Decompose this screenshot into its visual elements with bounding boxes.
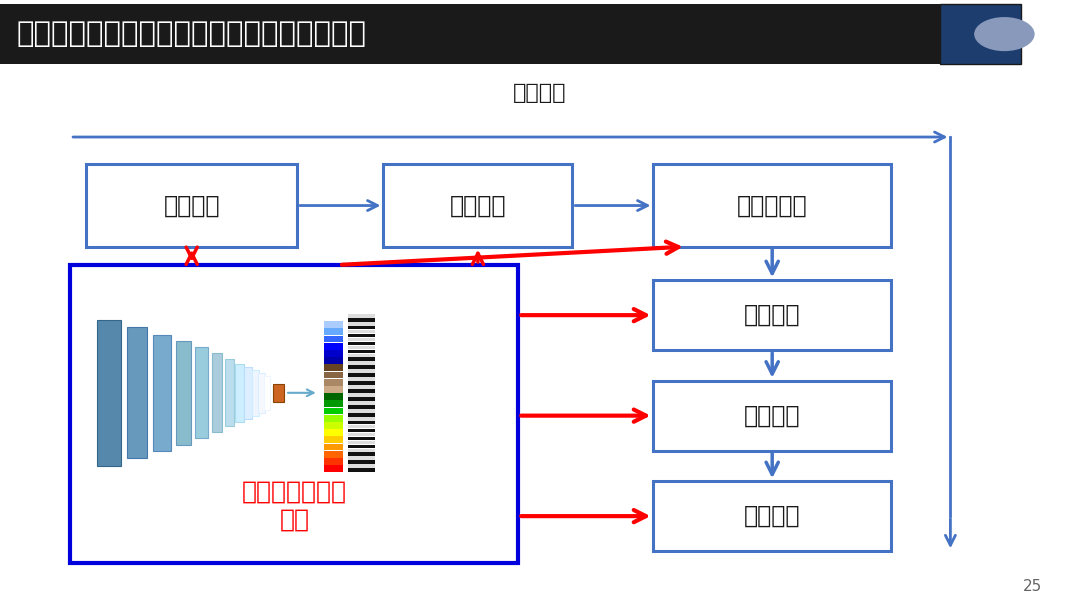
FancyBboxPatch shape [348,452,375,456]
FancyBboxPatch shape [348,342,375,345]
FancyBboxPatch shape [195,347,208,438]
FancyBboxPatch shape [176,341,191,445]
FancyBboxPatch shape [324,386,343,393]
Text: 人工智能与机器
学习: 人工智能与机器 学习 [242,479,347,532]
FancyBboxPatch shape [324,422,343,429]
FancyBboxPatch shape [324,393,343,400]
FancyBboxPatch shape [324,357,343,364]
FancyBboxPatch shape [348,409,375,413]
FancyBboxPatch shape [264,376,270,409]
FancyBboxPatch shape [324,314,343,321]
FancyBboxPatch shape [348,417,375,420]
FancyBboxPatch shape [70,265,518,563]
FancyBboxPatch shape [324,443,343,451]
Text: 25: 25 [1023,579,1042,594]
FancyBboxPatch shape [348,393,375,397]
FancyBboxPatch shape [348,397,375,401]
FancyBboxPatch shape [348,465,375,468]
FancyBboxPatch shape [153,335,171,451]
FancyBboxPatch shape [348,318,375,322]
FancyBboxPatch shape [653,164,891,247]
FancyBboxPatch shape [348,381,375,385]
FancyBboxPatch shape [225,359,234,426]
FancyBboxPatch shape [348,457,375,460]
FancyBboxPatch shape [348,433,375,436]
FancyBboxPatch shape [324,400,343,407]
FancyBboxPatch shape [348,346,375,349]
FancyBboxPatch shape [348,421,375,424]
FancyBboxPatch shape [324,371,343,378]
FancyBboxPatch shape [324,458,343,465]
FancyBboxPatch shape [244,367,252,419]
FancyBboxPatch shape [348,330,375,334]
FancyBboxPatch shape [324,436,343,443]
FancyBboxPatch shape [324,429,343,436]
Text: 地表反射率: 地表反射率 [737,194,808,217]
Text: 参数估计: 参数估计 [744,303,800,327]
FancyBboxPatch shape [324,350,343,357]
Circle shape [974,17,1035,51]
Text: 大气校正: 大气校正 [449,194,507,217]
FancyBboxPatch shape [324,336,343,342]
FancyBboxPatch shape [940,4,1021,64]
Text: 物理模型: 物理模型 [513,83,567,102]
FancyBboxPatch shape [324,328,343,335]
FancyBboxPatch shape [86,164,297,247]
FancyBboxPatch shape [252,370,259,415]
FancyBboxPatch shape [324,379,343,385]
FancyBboxPatch shape [348,445,375,448]
Text: 观测数据: 观测数据 [163,194,220,217]
FancyBboxPatch shape [348,350,375,353]
FancyBboxPatch shape [348,441,375,445]
Text: 反演方法：基于大数据和人工智能的定量遥感: 反演方法：基于大数据和人工智能的定量遥感 [16,20,366,48]
FancyBboxPatch shape [324,321,343,328]
FancyBboxPatch shape [258,373,265,413]
FancyBboxPatch shape [324,407,343,414]
FancyBboxPatch shape [348,373,375,377]
FancyBboxPatch shape [348,389,375,393]
FancyBboxPatch shape [348,314,375,318]
FancyBboxPatch shape [212,353,222,432]
FancyBboxPatch shape [273,384,284,402]
FancyBboxPatch shape [348,370,375,373]
FancyBboxPatch shape [653,280,891,350]
FancyBboxPatch shape [348,378,375,381]
FancyBboxPatch shape [348,429,375,432]
FancyBboxPatch shape [348,322,375,325]
FancyBboxPatch shape [348,326,375,329]
FancyBboxPatch shape [97,320,121,466]
FancyBboxPatch shape [348,354,375,357]
FancyBboxPatch shape [348,334,375,337]
FancyBboxPatch shape [348,365,375,369]
FancyBboxPatch shape [348,405,375,409]
FancyBboxPatch shape [324,415,343,421]
FancyBboxPatch shape [348,338,375,341]
FancyBboxPatch shape [348,413,375,417]
FancyBboxPatch shape [348,460,375,464]
FancyBboxPatch shape [653,381,891,451]
FancyBboxPatch shape [348,437,375,440]
FancyBboxPatch shape [324,451,343,457]
FancyBboxPatch shape [348,385,375,389]
FancyBboxPatch shape [348,449,375,452]
FancyBboxPatch shape [235,364,244,421]
Text: 定量产品: 定量产品 [744,504,800,528]
FancyBboxPatch shape [324,364,343,371]
FancyBboxPatch shape [127,328,147,458]
FancyBboxPatch shape [348,468,375,472]
FancyBboxPatch shape [383,164,572,247]
FancyBboxPatch shape [348,401,375,404]
FancyBboxPatch shape [324,343,343,350]
Text: 物理估算: 物理估算 [744,404,800,428]
FancyBboxPatch shape [653,481,891,551]
FancyBboxPatch shape [0,4,1021,64]
FancyBboxPatch shape [324,465,343,472]
FancyBboxPatch shape [348,425,375,429]
FancyBboxPatch shape [348,362,375,365]
FancyBboxPatch shape [348,357,375,361]
